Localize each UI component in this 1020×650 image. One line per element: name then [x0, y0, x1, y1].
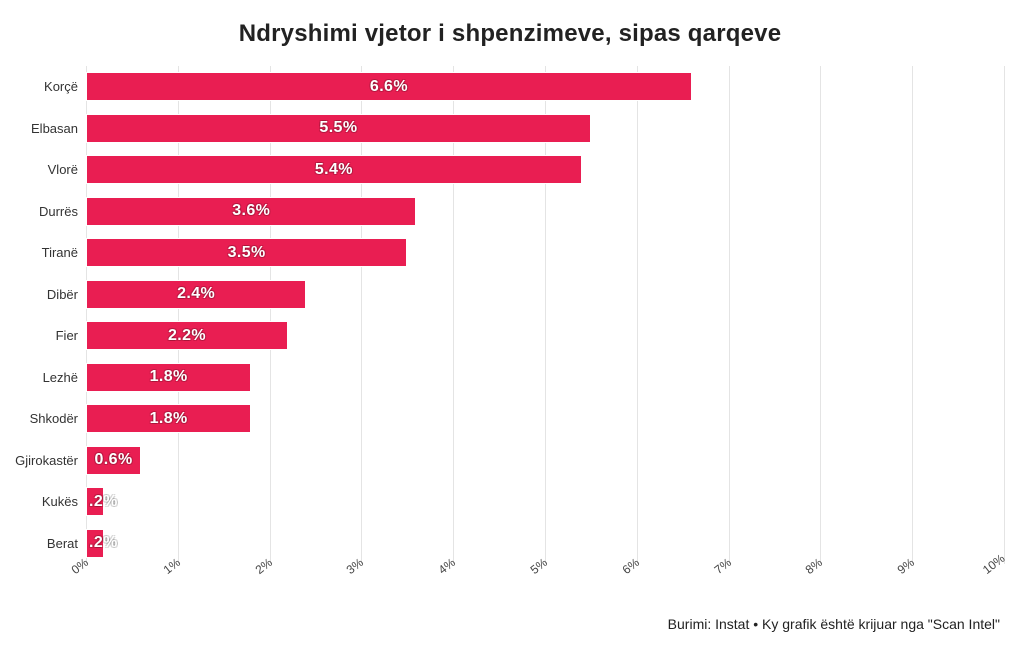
- bar-row: 0.6%: [86, 440, 1004, 482]
- bar: 1.8%: [86, 363, 251, 392]
- bar-row: 5.4%: [86, 149, 1004, 191]
- y-tick-label: Gjirokastër: [16, 440, 86, 482]
- plot-area: KorçëElbasanVlorëDurrësTiranëDibërFierLe…: [16, 66, 1004, 600]
- bar-value-label: 2.4%: [177, 285, 215, 303]
- bar-row: 2.4%: [86, 274, 1004, 316]
- bar-row: 6.6%: [86, 66, 1004, 108]
- bar-row: 2.2%: [86, 315, 1004, 357]
- x-axis: 0%1%2%3%4%5%6%7%8%9%10%: [16, 566, 1004, 600]
- y-tick-label: Lezhë: [16, 357, 86, 399]
- bar-value-label: .2%: [89, 493, 118, 511]
- y-tick-label: Shkodër: [16, 398, 86, 440]
- y-tick-label: Fier: [16, 315, 86, 357]
- bar: 5.4%: [86, 155, 582, 184]
- bar: 3.5%: [86, 238, 407, 267]
- chart-title: Ndryshimi vjetor i shpenzimeve, sipas qa…: [16, 20, 1004, 48]
- bar-value-label: 1.8%: [150, 410, 188, 428]
- bars-area: 6.6% 5.5% 5.4% 3.6% 3.5% 2.4% 2.2% 1.8% 1.8% 0.6%…: [86, 66, 1004, 564]
- bar-row: 3.5%: [86, 232, 1004, 274]
- y-tick-label: Korçë: [16, 66, 86, 108]
- y-tick-label: Kukës: [16, 481, 86, 523]
- x-axis-ticks: 0%1%2%3%4%5%6%7%8%9%10%: [86, 566, 1004, 600]
- y-tick-label: Vlorë: [16, 149, 86, 191]
- bar: 6.6%: [86, 72, 692, 101]
- bar-row: .2%: [86, 481, 1004, 523]
- gridline: [1004, 66, 1005, 564]
- y-tick-label: Dibër: [16, 274, 86, 316]
- bar-value-label: 1.8%: [150, 368, 188, 386]
- bar-row: 3.6%: [86, 191, 1004, 233]
- bar: 0.6%: [86, 446, 141, 475]
- bar-row: 1.8%: [86, 357, 1004, 399]
- bar: 1.8%: [86, 404, 251, 433]
- y-tick-label: Elbasan: [16, 108, 86, 150]
- chart-container: Ndryshimi vjetor i shpenzimeve, sipas qa…: [0, 0, 1020, 650]
- bars: 6.6% 5.5% 5.4% 3.6% 3.5% 2.4% 2.2% 1.8% 1.8% 0.6%…: [86, 66, 1004, 564]
- bar-value-label: .2%: [89, 534, 118, 552]
- y-tick-label: Tiranë: [16, 232, 86, 274]
- bar-row: 5.5%: [86, 108, 1004, 150]
- bar: 5.5%: [86, 114, 591, 143]
- bar-value-label: 0.6%: [95, 451, 133, 469]
- bar: 3.6%: [86, 197, 416, 226]
- bar: 2.2%: [86, 321, 288, 350]
- y-axis-labels: KorçëElbasanVlorëDurrësTiranëDibërFierLe…: [16, 66, 86, 564]
- y-tick-label: Berat: [16, 523, 86, 565]
- source-attribution: Burimi: Instat • Ky grafik është krijuar…: [668, 616, 1000, 632]
- bar: 2.4%: [86, 280, 306, 309]
- bar-row: 1.8%: [86, 398, 1004, 440]
- bar-value-label: 6.6%: [370, 78, 408, 96]
- bar-value-label: 5.4%: [315, 161, 353, 179]
- bar: .2%: [86, 529, 104, 558]
- bar-row: .2%: [86, 523, 1004, 565]
- bar: .2%: [86, 487, 104, 516]
- bar-value-label: 3.5%: [228, 244, 266, 262]
- y-tick-label: Durrës: [16, 191, 86, 233]
- bar-value-label: 2.2%: [168, 327, 206, 345]
- bar-value-label: 5.5%: [319, 119, 357, 137]
- bar-value-label: 3.6%: [232, 202, 270, 220]
